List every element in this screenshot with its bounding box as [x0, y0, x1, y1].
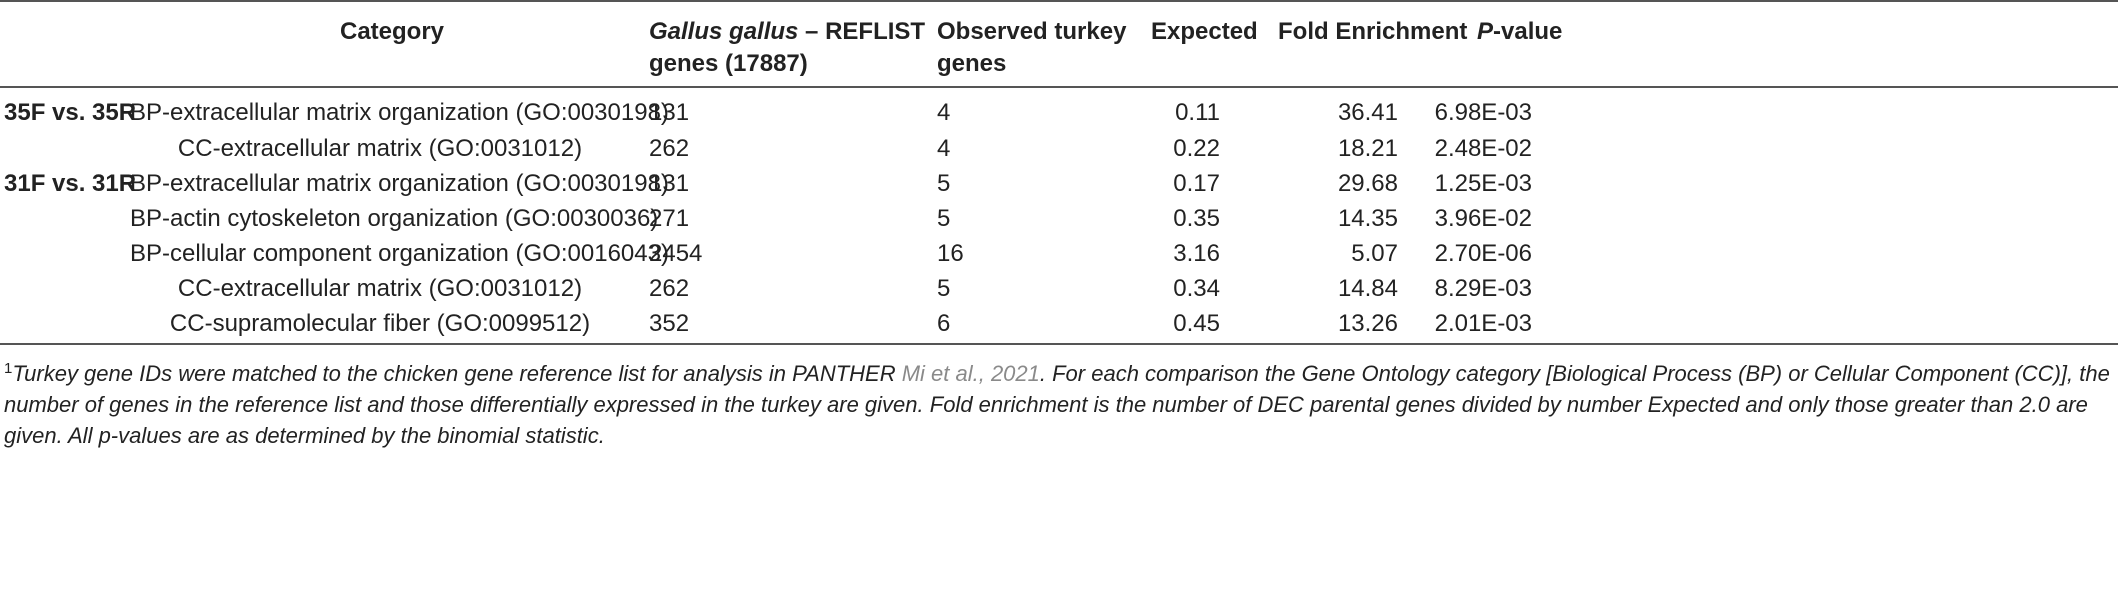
row-fold: 18.21	[1337, 135, 1398, 162]
table-footnote: 1Turkey gene IDs were matched to the chi…	[4, 358, 2110, 451]
row-category: CC-extracellular matrix (GO:0031012)	[177, 275, 583, 302]
header-observed-line2: genes	[937, 50, 1007, 77]
row-category: CC-supramolecular fiber (GO:0099512)	[169, 310, 591, 337]
row-expected: 0.35	[1173, 205, 1220, 232]
row-expected: 0.17	[1173, 170, 1220, 197]
row-reflist: 2454	[649, 240, 703, 267]
footnote-citation-link[interactable]: Mi et al., 2021	[901, 361, 1040, 386]
row-category: BP-extracellular matrix organization (GO…	[130, 170, 669, 197]
row-expected: 3.16	[1173, 240, 1220, 267]
row-fold: 13.26	[1337, 310, 1398, 337]
row-reflist: 271	[649, 205, 690, 232]
row-expected: 0.11	[1175, 99, 1220, 126]
row-group-label: 31F vs. 31R	[4, 170, 137, 197]
footnote-text-before: Turkey gene IDs were matched to the chic…	[12, 361, 902, 386]
row-category: BP-extracellular matrix organization (GO…	[130, 99, 669, 126]
row-pvalue: 1.25E-03	[1434, 170, 1532, 197]
header-reflist-line2: genes (17887)	[649, 50, 808, 77]
row-pvalue: 8.29E-03	[1434, 275, 1532, 302]
row-observed: 5	[937, 170, 951, 197]
row-reflist: 352	[649, 310, 690, 337]
row-pvalue: 2.01E-03	[1434, 310, 1532, 337]
header-reflist-rest: – REFLIST	[798, 18, 926, 45]
row-fold: 29.68	[1337, 170, 1398, 197]
row-fold: 5.07	[1351, 240, 1398, 267]
header-expected: Expected	[1151, 18, 1258, 45]
footnote-text-after: . For each comparison the Gene Ontology …	[4, 361, 2110, 448]
row-observed: 4	[937, 99, 951, 126]
row-observed: 5	[937, 275, 951, 302]
header-rule	[0, 86, 2118, 88]
header-fold-enrichment: Fold Enrichment	[1278, 18, 1468, 45]
row-pvalue: 2.48E-02	[1434, 135, 1532, 162]
row-reflist: 262	[649, 275, 690, 302]
row-category: CC-extracellular matrix (GO:0031012)	[177, 135, 583, 162]
row-reflist: 262	[649, 135, 690, 162]
row-observed: 5	[937, 205, 951, 232]
header-reflist: Gallus gallus – REFLIST genes (17887)	[649, 16, 925, 80]
row-reflist: 131	[649, 99, 690, 126]
header-observed: Observed turkey genes	[937, 16, 1126, 80]
row-pvalue: 3.96E-02	[1434, 205, 1532, 232]
row-expected: 0.34	[1173, 275, 1220, 302]
bottom-rule	[0, 343, 2118, 345]
row-fold: 36.41	[1337, 99, 1398, 126]
row-observed: 16	[937, 240, 964, 267]
row-fold: 14.35	[1337, 205, 1398, 232]
row-observed: 4	[937, 135, 951, 162]
row-expected: 0.22	[1173, 135, 1220, 162]
header-reflist-species: Gallus gallus	[649, 18, 799, 45]
header-observed-line1: Observed turkey	[937, 18, 1127, 45]
row-category: BP-cellular component organization (GO:0…	[130, 240, 669, 267]
header-pvalue-rest: -value	[1493, 18, 1563, 45]
row-observed: 6	[937, 310, 951, 337]
footnote-marker: 1	[4, 360, 13, 377]
top-rule	[0, 0, 2118, 2]
row-pvalue: 6.98E-03	[1434, 99, 1532, 126]
header-pvalue-p: P	[1477, 18, 1494, 45]
row-pvalue: 2.70E-06	[1434, 240, 1532, 267]
row-expected: 0.45	[1173, 310, 1220, 337]
header-category: Category	[340, 18, 445, 45]
row-fold: 14.84	[1337, 275, 1398, 302]
header-pvalue: P-value	[1477, 16, 1562, 48]
row-group-label: 35F vs. 35R	[4, 99, 137, 126]
row-reflist: 131	[649, 170, 690, 197]
row-category: BP-actin cytoskeleton organization (GO:0…	[130, 205, 659, 232]
